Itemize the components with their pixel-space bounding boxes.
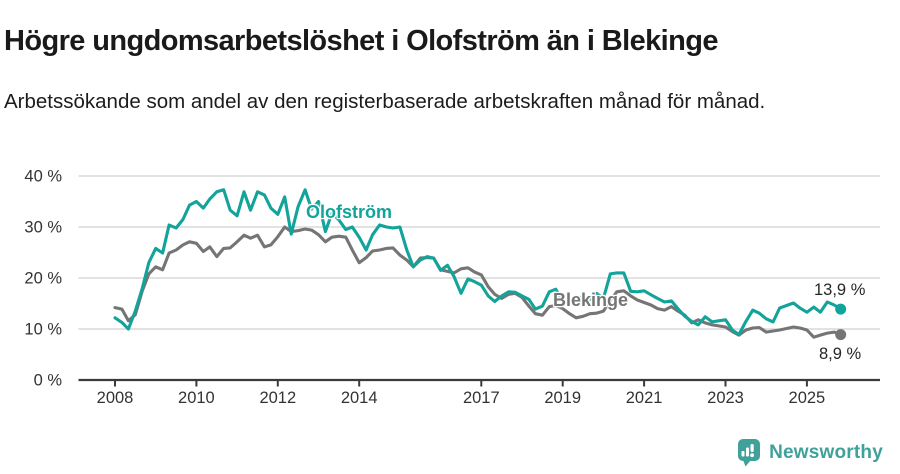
- series-label-blekinge: Blekinge: [553, 290, 629, 310]
- newsworthy-icon: [738, 439, 761, 467]
- x-axis-label-2019: 2019: [544, 389, 581, 407]
- series-line-olofström: [113, 188, 843, 337]
- y-axis-label-0: 0 %: [34, 372, 63, 390]
- x-axis-label-2021: 2021: [626, 389, 663, 407]
- x-axis-label-2012: 2012: [259, 389, 296, 407]
- newsworthy-wordmark: Newsworthy: [769, 441, 883, 463]
- y-axis-label-40: 40 %: [24, 168, 62, 186]
- newsworthy-logo: Newsworthy: [737, 438, 883, 467]
- chart-subtitle: Arbetssökande som andel av den registerb…: [4, 89, 766, 113]
- x-axis-label-2025: 2025: [789, 389, 826, 407]
- page-title: Högre ungdomsarbetslöshet i Olofström än…: [4, 25, 718, 58]
- y-axis-label-30: 30 %: [24, 219, 62, 237]
- x-axis-label-2017: 2017: [463, 389, 500, 407]
- series-line-blekinge: [113, 225, 843, 339]
- x-axis-label-2010: 2010: [178, 389, 215, 407]
- x-axis-label-2014: 2014: [341, 389, 378, 407]
- y-axis-label-10: 10 %: [24, 321, 62, 339]
- end-value-blekinge: 8,9 %: [819, 345, 862, 363]
- series-label-olofstrom: Olofström: [306, 202, 393, 222]
- y-axis-label-20: 20 %: [24, 270, 62, 288]
- x-axis-label-2008: 2008: [97, 389, 134, 407]
- x-axis-label-2023: 2023: [707, 389, 744, 407]
- end-dot-blekinge: [835, 329, 847, 341]
- end-value-olofstrom: 13,9 %: [814, 281, 866, 299]
- end-dot-olofström: [835, 303, 847, 315]
